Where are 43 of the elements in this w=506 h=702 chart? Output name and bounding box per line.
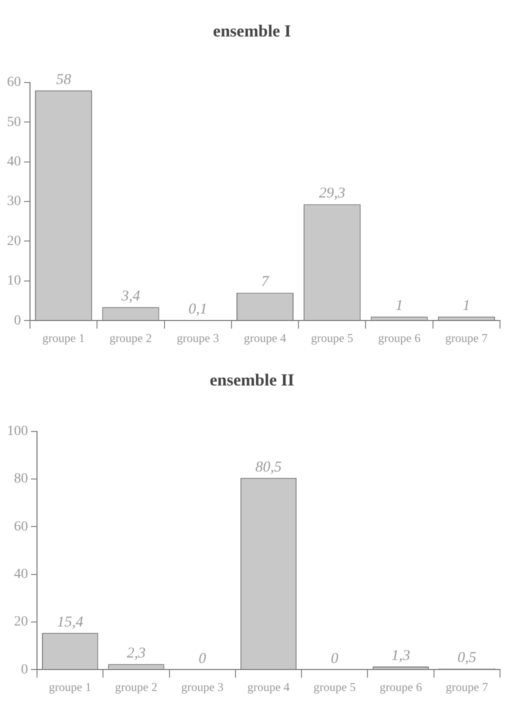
x-tick-label: groupe 4 (247, 680, 290, 694)
data-label: 2,3 (126, 646, 146, 662)
data-label: 15,4 (56, 614, 84, 630)
y-tick-label: 0 (21, 662, 28, 678)
x-tick-label: groupe 2 (115, 680, 158, 694)
x-tick-label: groupe 6 (378, 330, 420, 345)
y-tick-label: 40 (7, 154, 21, 170)
y-tick-label: 40 (14, 566, 28, 582)
data-label: 29,3 (319, 186, 346, 202)
data-label: 0 (198, 651, 207, 668)
data-label: 0,5 (458, 650, 477, 666)
x-tick-label: groupe 3 (181, 680, 224, 694)
x-tick-label: groupe 5 (310, 330, 354, 345)
y-tick-label: 20 (7, 234, 21, 249)
data-label: 3,4 (120, 288, 141, 305)
y-tick-label: 0 (14, 313, 21, 328)
y-tick-label: 20 (14, 614, 28, 630)
y-tick-label: 60 (14, 519, 28, 534)
x-tick-label: groupe 5 (313, 680, 356, 694)
y-tick-label: 10 (7, 274, 21, 289)
y-tick-label: 50 (7, 114, 21, 130)
chart-title: ensemble I (213, 22, 292, 41)
y-tick-label: 100 (7, 424, 28, 440)
data-label: 1 (396, 298, 404, 314)
data-label: 58 (56, 72, 72, 88)
x-tick-label: groupe 1 (42, 330, 85, 345)
x-tick-label: groupe 3 (176, 330, 220, 345)
data-label: 1,3 (391, 648, 410, 664)
data-label: 0 (330, 651, 339, 668)
y-tick-label: 60 (7, 75, 21, 90)
data-label: 80,5 (255, 459, 282, 476)
data-label: 7 (261, 274, 270, 290)
x-tick-label: groupe 4 (244, 330, 286, 345)
y-tick-label: 80 (14, 472, 28, 487)
x-tick-label: groupe 7 (445, 330, 488, 345)
x-tick-label: groupe 2 (110, 330, 152, 345)
x-tick-label: groupe 7 (446, 680, 488, 694)
data-label: 0,1 (188, 302, 208, 318)
x-tick-label: groupe 1 (48, 680, 92, 694)
chart-title: ensemble II (210, 370, 295, 390)
y-tick-label: 30 (7, 194, 21, 210)
data-label: 1 (462, 298, 470, 314)
x-tick-label: groupe 6 (380, 680, 422, 694)
